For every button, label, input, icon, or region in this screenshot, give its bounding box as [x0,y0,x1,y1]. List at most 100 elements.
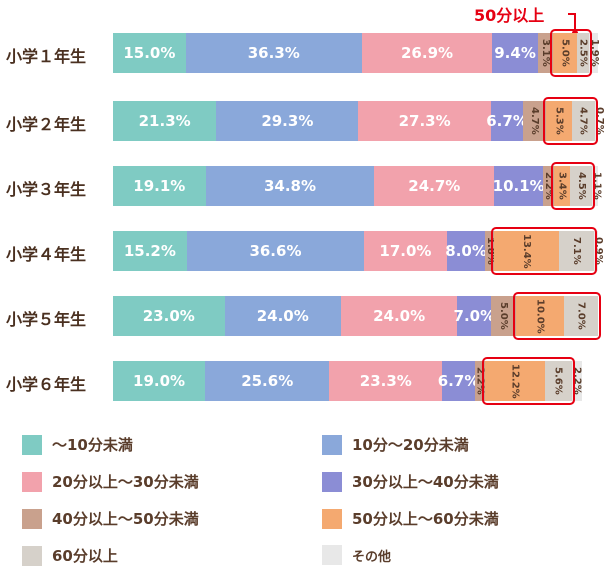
bar-segment [485,231,495,271]
bar-segment [361,33,493,73]
data-label: 25.6% [241,372,294,390]
highlight-box [491,227,597,275]
category-label: 小学６年生 [6,375,87,394]
data-label: 3.4% [556,172,568,200]
category-label: 小学３年生 [6,180,87,199]
legend-item: ～10分未満 [22,434,133,455]
data-label: 29.3% [261,112,314,130]
bar-segment [577,33,590,73]
data-label: 13.4% [521,233,533,269]
legend-label: その他 [352,549,392,565]
bar-segment [113,361,206,401]
legend-label: 20分以上～30分未満 [52,473,199,491]
data-label: 5.0% [497,302,509,330]
legend-swatch [322,434,342,455]
data-label: 34.8% [263,177,317,195]
legend-label: 40分以上～50分未満 [52,510,199,528]
highlight-box [543,97,598,145]
bar-segment [490,101,524,141]
legend-item: 20分以上～30分未満 [22,471,199,492]
data-label: 0.7% [594,107,606,135]
legend-item: 30分以上～40分未満 [322,471,499,492]
annotation-50min-plus: 50分以上 [474,6,545,25]
bar-segment [589,33,599,73]
bar-segment [571,361,583,401]
data-label: 4.5% [575,172,587,200]
bar-segment [546,101,572,141]
data-label: 1.1% [591,172,603,200]
bar-segment [186,231,365,271]
bar-segment [537,33,553,73]
legend-label: 30分以上～40分未満 [352,473,499,491]
data-label: 7.1% [570,237,582,265]
data-label: 24.0% [256,307,309,325]
highlight-box [550,162,596,210]
legend-swatch [22,471,42,492]
legend-label: 60分以上 [52,547,118,565]
data-label: 4.7% [577,107,589,135]
data-label: 26.9% [401,44,454,62]
bar-segment [446,231,486,271]
data-label: 6.7% [437,372,480,390]
data-label: 23.0% [142,307,195,325]
bar-segment [523,101,547,141]
highlight-box [512,292,601,340]
data-label: 15.0% [123,44,176,62]
data-label: 19.1% [133,177,186,195]
bar-segment [216,101,359,141]
data-label: 2.2% [474,367,486,395]
bar-segment [474,361,486,401]
legend-swatch [22,434,42,455]
data-label: 0.9% [593,237,605,265]
category-label: 小学１年生 [6,47,87,66]
bar-segment [113,296,225,336]
data-label: 9.4% [494,44,536,62]
data-label: 2.5% [577,39,589,67]
bar-segment [329,361,443,401]
bar-segment [544,361,572,401]
bar-segment [113,101,217,141]
legend-label: 10分～20分未満 [352,436,469,454]
data-label: 6.7% [486,112,528,130]
bar-segment [457,296,492,336]
data-label: 21.3% [138,112,191,130]
data-label: 19.0% [133,372,186,390]
data-label: 10.0% [534,298,546,334]
bar-segment [552,33,578,73]
data-label: 1.9% [588,39,600,67]
bar-segment [515,296,565,336]
legend-swatch [322,471,342,492]
legend-item: 40分以上～50分未満 [22,508,199,529]
data-label: 8.0% [445,242,487,260]
bar-segment [571,101,595,141]
data-label: 36.3% [247,44,300,62]
bar-segment [492,33,538,73]
data-label: 5.0% [559,39,571,67]
bar-segment [570,166,593,206]
legend-swatch [22,545,42,566]
bar-segment [113,166,206,206]
bar-segment [185,33,362,73]
bar-segment [564,296,598,336]
legend-swatch [22,508,42,529]
data-label: 12.2% [509,363,521,399]
data-label: 5.6% [552,367,564,395]
data-label: 23.3% [359,372,412,390]
category-label: 小学４年生 [6,245,87,264]
bar-segment [559,231,594,271]
data-label: 10.1% [492,177,545,195]
data-label: 24.7% [408,177,461,195]
category-label: 小学５年生 [6,310,87,329]
data-label: 36.6% [249,242,302,260]
bar-segment [205,361,330,401]
legend-item: 60分以上 [22,545,118,566]
data-label: 3.1% [539,39,551,67]
data-label: 1.8% [484,237,496,265]
bar-segment [113,33,186,73]
bar-segment [485,361,545,401]
bar-segment [224,296,341,336]
data-label: 2.2% [543,172,555,200]
legend-label: 50分以上～60分未満 [352,510,499,528]
bar-segment [340,296,458,336]
